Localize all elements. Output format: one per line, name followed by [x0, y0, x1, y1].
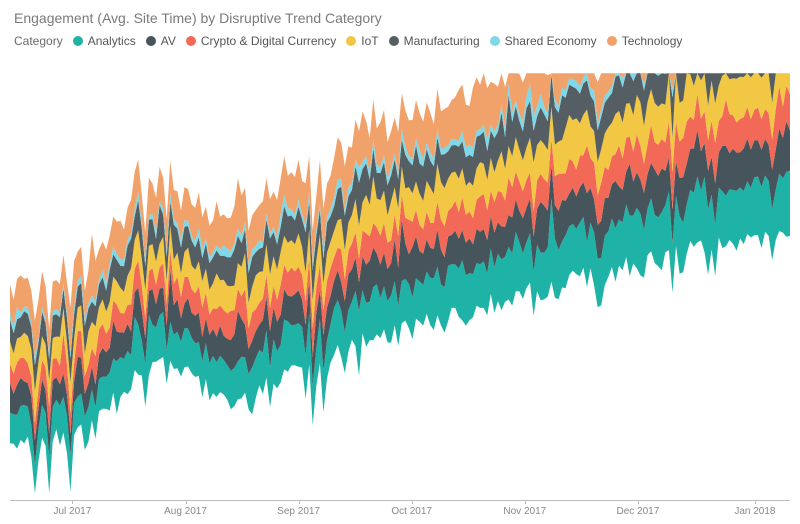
chart-plot-area — [10, 60, 790, 510]
x-tick-label: Oct 2017 — [391, 506, 432, 517]
swatch-shared — [490, 36, 500, 46]
x-tick — [525, 500, 526, 504]
legend-item-analytics: Analytics — [73, 34, 136, 48]
legend-lead: Category — [14, 34, 63, 48]
legend-item-iot: IoT — [346, 34, 378, 48]
swatch-crypto — [186, 36, 196, 46]
swatch-technology — [607, 36, 617, 46]
legend-label: Shared Economy — [505, 34, 597, 48]
swatch-iot — [346, 36, 356, 46]
x-tick-label: Jul 2017 — [53, 506, 91, 517]
x-axis-line — [10, 500, 790, 501]
legend-label: AV — [161, 34, 176, 48]
ribbon-chart-svg — [10, 60, 790, 500]
legend-item-technology: Technology — [607, 34, 683, 48]
x-tick-label: Nov 2017 — [503, 506, 546, 517]
legend-item-av: AV — [146, 34, 176, 48]
x-axis-labels: Jul 2017 Aug 2017 Sep 2017 Oct 2017 Nov 2017… — [10, 506, 790, 522]
chart-legend: Category Analytics AV Crypto & Digital C… — [14, 34, 682, 48]
x-tick-label: Dec 2017 — [616, 506, 659, 517]
x-tick — [638, 500, 639, 504]
legend-item-shared: Shared Economy — [490, 34, 597, 48]
legend-label: Manufacturing — [404, 34, 480, 48]
legend-item-manufacturing: Manufacturing — [389, 34, 480, 48]
x-tick — [412, 500, 413, 504]
x-tick-label: Jan 2018 — [734, 506, 775, 517]
swatch-analytics — [73, 36, 83, 46]
chart-title: Engagement (Avg. Site Time) by Disruptiv… — [14, 10, 382, 26]
legend-label: Analytics — [88, 34, 136, 48]
legend-label: Technology — [622, 34, 683, 48]
x-tick-label: Aug 2017 — [164, 506, 207, 517]
x-tick — [299, 500, 300, 504]
swatch-av — [146, 36, 156, 46]
legend-item-crypto: Crypto & Digital Currency — [186, 34, 336, 48]
x-tick — [755, 500, 756, 504]
x-tick — [186, 500, 187, 504]
x-tick-label: Sep 2017 — [277, 506, 320, 517]
swatch-manufacturing — [389, 36, 399, 46]
x-tick — [72, 500, 73, 504]
legend-label: Crypto & Digital Currency — [201, 34, 336, 48]
legend-label: IoT — [361, 34, 378, 48]
